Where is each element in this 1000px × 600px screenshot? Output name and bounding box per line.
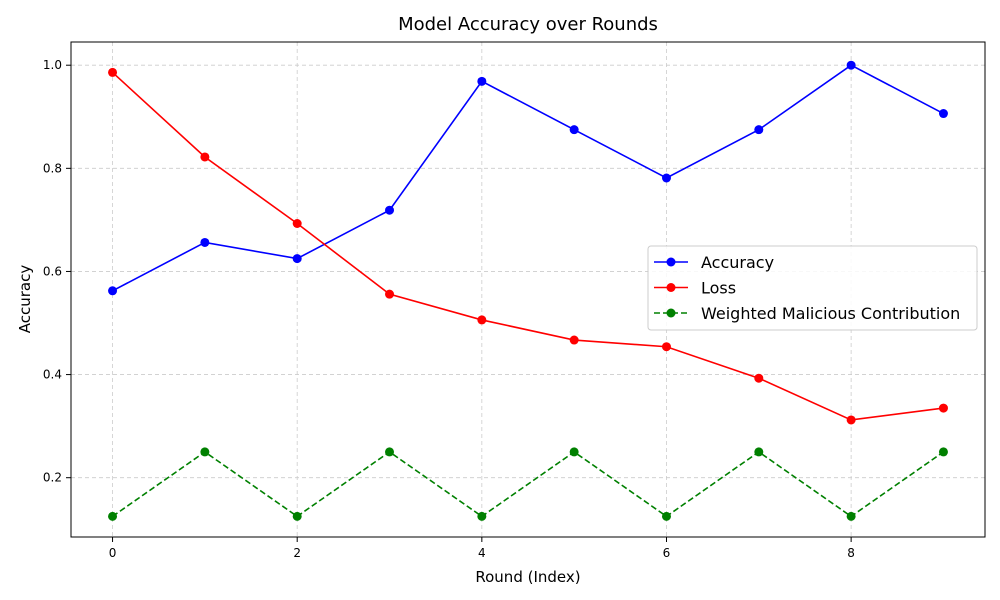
data-point-weighted-malicious-contribution <box>292 511 302 521</box>
data-point-accuracy <box>292 254 302 264</box>
data-point-accuracy <box>754 125 764 135</box>
data-point-accuracy <box>477 76 487 86</box>
legend-label-weighted-malicious-contribution: Weighted Malicious Contribution <box>701 304 960 323</box>
plot-series <box>108 60 948 521</box>
y-tick-label: 0.4 <box>43 368 62 382</box>
data-point-weighted-malicious-contribution <box>477 511 487 521</box>
data-point-accuracy <box>200 237 210 247</box>
data-point-weighted-malicious-contribution <box>569 447 579 457</box>
data-point-loss <box>846 415 856 425</box>
data-point-weighted-malicious-contribution <box>754 447 764 457</box>
data-point-accuracy <box>385 205 395 215</box>
y-axis-label: Accuracy <box>16 265 34 334</box>
data-point-loss <box>754 373 764 383</box>
x-tick-label: 8 <box>847 546 855 560</box>
y-tick-label: 0.6 <box>43 264 62 278</box>
x-tick-label: 2 <box>293 546 301 560</box>
data-point-loss <box>385 289 395 299</box>
data-point-weighted-malicious-contribution <box>846 511 856 521</box>
data-point-weighted-malicious-contribution <box>108 511 118 521</box>
data-point-loss <box>569 335 579 345</box>
y-tick-label: 0.8 <box>43 161 62 175</box>
series-line-weighted-malicious-contribution <box>112 450 944 518</box>
legend-marker-loss <box>666 283 676 292</box>
legend: Accuracy Loss Weighted Malicious Contribut… <box>647 245 978 331</box>
series-line-accuracy <box>112 64 944 292</box>
data-point-loss <box>200 152 210 162</box>
data-point-accuracy <box>569 125 579 135</box>
legend-label-accuracy: Accuracy <box>701 253 774 272</box>
series-accuracy <box>108 60 948 296</box>
x-tick-label: 4 <box>478 546 486 560</box>
data-point-loss <box>108 67 118 77</box>
chart-title: Model Accuracy over Rounds <box>398 14 658 35</box>
legend-marker-accuracy <box>666 257 676 267</box>
series-weighted-malicious-contribution <box>108 447 948 521</box>
data-point-accuracy <box>846 60 856 70</box>
legend-box <box>647 245 978 331</box>
data-point-accuracy <box>108 286 118 296</box>
data-point-loss <box>477 315 487 325</box>
data-point-loss <box>938 403 948 413</box>
legend-label-loss: Loss <box>701 279 736 298</box>
data-point-weighted-malicious-contribution <box>661 511 671 521</box>
series-line-loss <box>112 71 944 421</box>
y-tick-label: 0.2 <box>43 471 62 485</box>
plot-frame <box>70 41 986 538</box>
data-point-weighted-malicious-contribution <box>385 447 395 457</box>
data-point-weighted-malicious-contribution <box>938 447 948 457</box>
y-tick-label: 1.0 <box>43 58 62 72</box>
legend-marker-weighted-malicious-contribution <box>666 308 676 318</box>
data-point-loss <box>661 342 671 352</box>
data-point-loss <box>292 219 302 228</box>
series-loss <box>108 67 948 425</box>
data-point-accuracy <box>938 109 948 119</box>
x-axis-label: Round (Index) <box>475 568 580 586</box>
axis-ticks: 0 2 4 6 8 0.2 0.4 0.6 0.8 1.0 <box>43 58 855 560</box>
x-tick-label: 0 <box>109 546 117 560</box>
x-tick-label: 6 <box>663 546 671 560</box>
data-point-accuracy <box>661 173 671 183</box>
data-point-weighted-malicious-contribution <box>200 447 210 457</box>
